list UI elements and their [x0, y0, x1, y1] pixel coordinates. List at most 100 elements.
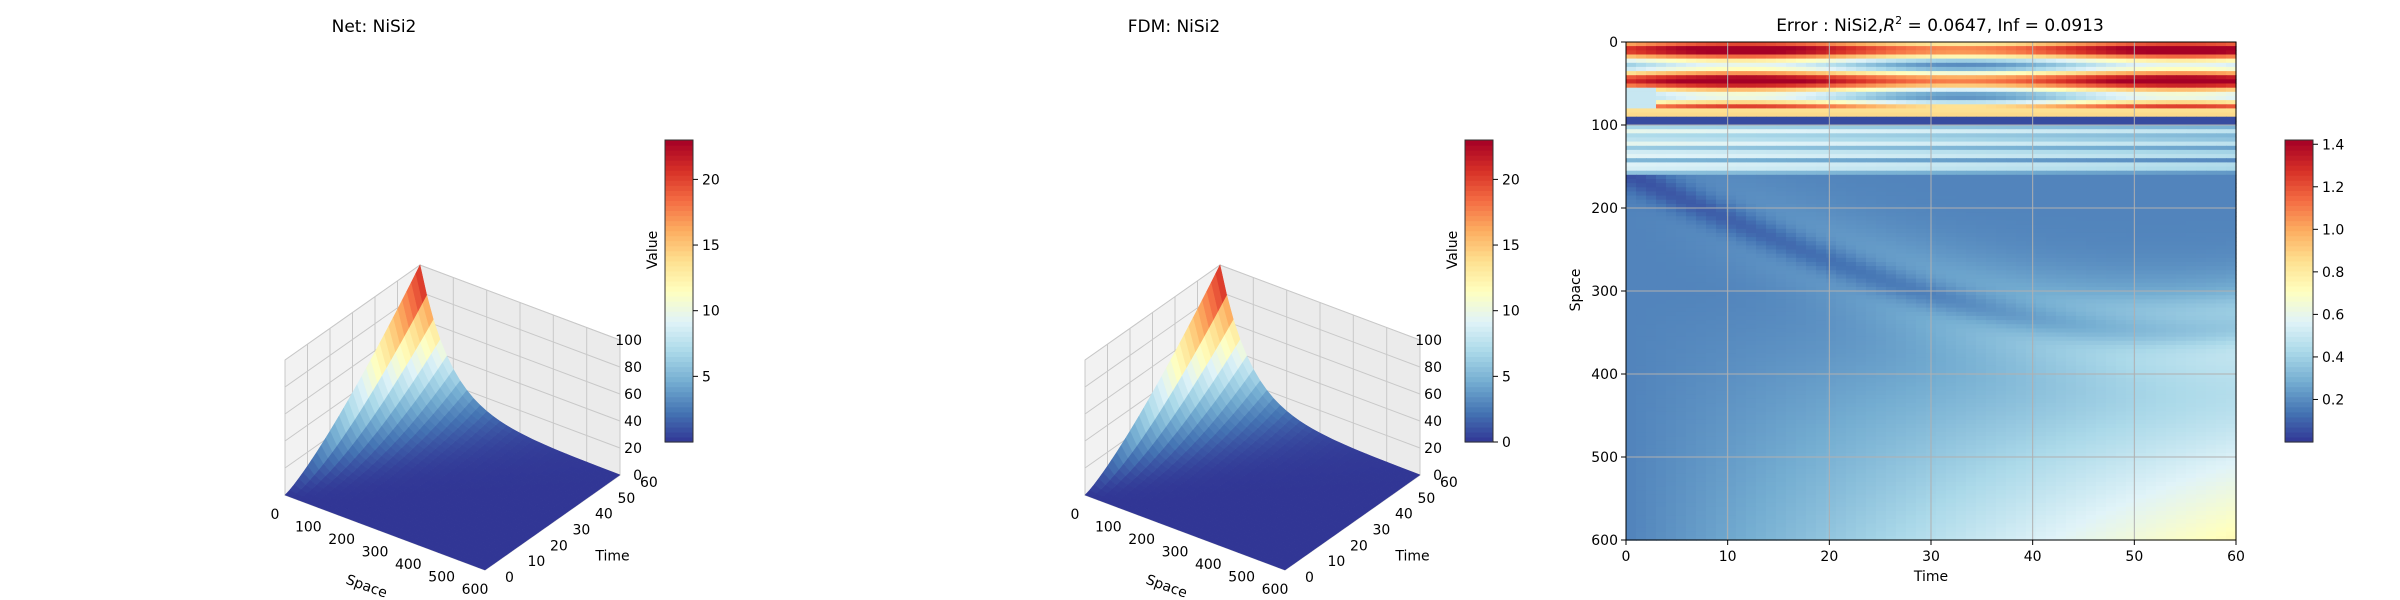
heatmap-cell [1776, 154, 1787, 159]
heatmap-cell [1626, 203, 1637, 209]
heatmap-cell [2196, 191, 2207, 197]
heatmap-cell [2106, 212, 2117, 217]
heatmap-cell [2106, 199, 2117, 205]
heatmap-cell [2036, 133, 2047, 139]
heatmap-cell [1906, 129, 1917, 134]
heatmap-cell [1706, 62, 1717, 68]
heatmap-cell [1736, 91, 1747, 97]
heatmap-cell [1906, 158, 1917, 163]
colorbar-segment [1465, 180, 1493, 186]
colorbar-segment [1465, 230, 1493, 237]
heatmap-cell [1776, 145, 1787, 151]
heatmap-cell [2216, 237, 2227, 242]
heatmap-cell [1966, 54, 1977, 60]
heatmap-cell [2046, 162, 2057, 168]
heatmap-cell [1676, 87, 1687, 93]
heatmap-cell [1796, 116, 1807, 122]
heatmap-cell [2006, 62, 2017, 68]
heatmap-cell [1876, 203, 1887, 209]
heatmap-cell [2046, 195, 2057, 201]
heatmap-cell [1646, 199, 1657, 205]
heatmap-cell [2116, 54, 2127, 60]
heatmap-cell [1966, 237, 1977, 242]
heatmap-cell [1996, 83, 2007, 89]
heatmap-cell [2106, 125, 2117, 130]
heatmap-cell [1626, 187, 1637, 193]
heatmap-cell [1866, 162, 1877, 168]
colorbar-segment [665, 386, 693, 393]
heatmap-cell [1816, 216, 1827, 222]
heatmap-cell [2026, 191, 2037, 197]
heatmap-cell [2036, 199, 2047, 205]
heatmap-cell [2206, 87, 2217, 93]
heatmap-cell [1626, 183, 1637, 188]
heatmap-cell [1746, 220, 1757, 226]
heatmap-cell [2226, 187, 2237, 193]
heatmap-cell [1826, 104, 1837, 110]
heatmap-cell [1706, 149, 1717, 155]
heatmap-cell [2226, 108, 2237, 114]
heatmap-cell [2096, 154, 2107, 159]
heatmap-cell [2066, 237, 2077, 242]
heatmap-cell [2156, 133, 2167, 139]
heatmap-cell [2106, 191, 2117, 197]
heatmap-cell [1636, 137, 1647, 143]
heatmap-cell [1856, 66, 1867, 72]
heatmap-cell [1716, 42, 1727, 47]
heatmap-cell [1876, 149, 1887, 155]
heatmap-cell [2036, 125, 2047, 130]
heatmap-cell [2006, 208, 2017, 213]
heatmap-cell [1866, 224, 1877, 230]
heatmap-cell [2046, 191, 2057, 197]
heatmap-cell [1916, 112, 1927, 118]
heatmap-cell [1816, 104, 1827, 110]
heatmap-cell [2116, 100, 2127, 105]
heatmap-cell [1996, 195, 2007, 201]
heatmap-cell [1796, 191, 1807, 197]
heatmap-cell [1936, 125, 1947, 130]
heatmap-cell [1966, 149, 1977, 155]
heatmap-cell [1946, 191, 1957, 197]
heatmap-cell [1966, 199, 1977, 205]
heatmap-cell [1846, 154, 1857, 159]
heatmap-cell [1726, 62, 1737, 68]
heatmap-cell [1886, 170, 1897, 176]
heatmap-cell [1906, 170, 1917, 176]
heatmap-cell [1896, 203, 1907, 209]
heatmap-cell [1706, 79, 1717, 85]
heatmap-cell [2076, 232, 2087, 238]
heatmap-cell [1866, 158, 1877, 163]
heatmap-cell [1846, 145, 1857, 151]
heatmap-cell [1656, 170, 1667, 176]
heatmap-cell [2046, 79, 2057, 85]
heatmap-cell [1876, 216, 1887, 222]
colorbar-segment [665, 346, 693, 352]
heatmap-cell [1966, 100, 1977, 105]
heatmap-cell [2006, 191, 2017, 197]
heatmap-cell [2206, 58, 2217, 64]
heatmap-cell [2056, 232, 2067, 238]
heatmap-cell [1696, 96, 1707, 101]
heatmap-cell [1646, 145, 1657, 151]
heatmap-cell [1996, 162, 2007, 168]
heatmap-cell [2046, 158, 2057, 163]
heatmap-cell [2086, 87, 2097, 93]
heatmap-cell [2106, 104, 2117, 110]
heatmap-cell [1796, 228, 1807, 234]
heatmap-cell [1946, 58, 1957, 64]
heatmap-cell [1756, 166, 1767, 172]
heatmap-cell [1996, 166, 2007, 172]
heatmap-cell [2086, 104, 2097, 110]
heatmap-cell [1716, 162, 1727, 168]
heatmap-cell [1816, 183, 1827, 188]
heatmap-cell [1626, 42, 1637, 47]
heatmap-cell [1686, 96, 1697, 101]
heatmap-cell [1696, 58, 1707, 64]
error-chart-title: Error : NiSi2,R2 = 0.0647, Inf = 0.0913 [1776, 14, 2104, 36]
heatmap-cell [1856, 162, 1867, 168]
heatmap-cell [2156, 224, 2167, 230]
heatmap-cell [2166, 62, 2177, 68]
heatmap-cell [2156, 203, 2167, 209]
heatmap-cell [2056, 108, 2067, 114]
heatmap-cell [1716, 179, 1727, 184]
